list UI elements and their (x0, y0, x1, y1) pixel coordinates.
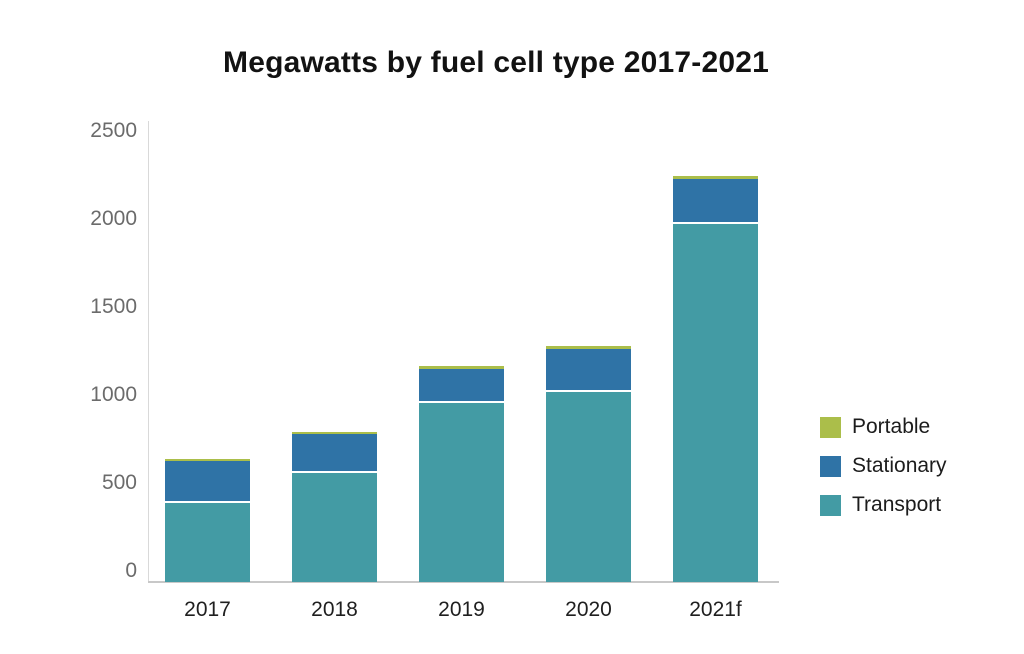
bar-segment-transport-2017 (165, 502, 250, 582)
bar-2021f (673, 0, 758, 582)
x-axis-baseline (148, 581, 779, 583)
x-tick-label-2017: 2017 (184, 598, 231, 621)
x-tick-label-2018: 2018 (311, 598, 358, 621)
bar-segment-stationary-2017 (165, 461, 250, 503)
y-tick-label: 2000 (90, 207, 137, 230)
y-tick-label: 1500 (90, 295, 137, 318)
y-axis-line (148, 121, 149, 582)
bar-segment-portable-2019 (419, 366, 504, 370)
chart-title: Megawatts by fuel cell type 2017-2021 (223, 46, 769, 79)
bar-segment-stationary-2018 (292, 434, 377, 473)
bar-2017 (165, 0, 250, 582)
bar-segment-portable-2021f (673, 176, 758, 179)
bar-segment-portable-2020 (546, 346, 631, 349)
bar-2018 (292, 0, 377, 582)
legend-swatch-icon (820, 494, 841, 516)
legend-item-stationary: Stationary (820, 455, 1010, 477)
bar-segment-portable-2018 (292, 431, 377, 435)
legend-label: Stationary (852, 454, 947, 477)
y-tick-label: 1000 (90, 383, 137, 406)
legend-label: Transport (852, 493, 942, 516)
x-tick-label-2019: 2019 (438, 598, 485, 621)
y-tick-label: 2500 (90, 119, 137, 142)
y-tick-label: 0 (125, 559, 137, 582)
legend-swatch-icon (820, 416, 841, 438)
bar-segment-transport-2019 (419, 403, 504, 582)
legend-label: Portable (852, 415, 931, 438)
y-tick-label: 500 (101, 471, 137, 494)
bar-segment-stationary-2019 (419, 369, 504, 404)
legend-item-transport: Transport (820, 494, 1010, 516)
bar-segment-transport-2020 (546, 391, 631, 582)
bar-2020 (546, 0, 631, 582)
bar-segment-transport-2018 (292, 472, 377, 582)
bar-segment-stationary-2021f (673, 178, 758, 224)
bar-segment-transport-2021f (673, 223, 758, 582)
legend-swatch-icon (820, 455, 841, 477)
legend: Portable Stationary Transport (820, 416, 1010, 533)
x-tick-label-2020: 2020 (565, 598, 612, 621)
bar-segment-portable-2017 (165, 458, 250, 462)
bar-2019 (419, 0, 504, 582)
x-tick-label-2021f: 2021f (689, 598, 742, 621)
legend-item-portable: Portable (820, 416, 1010, 438)
bar-segment-stationary-2020 (546, 348, 631, 392)
